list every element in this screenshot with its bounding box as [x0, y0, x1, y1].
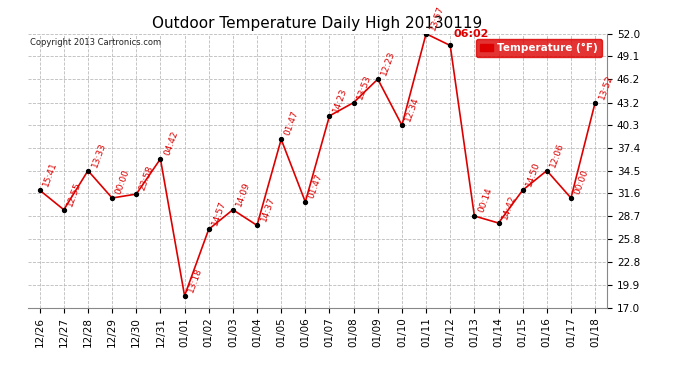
Text: 14:37: 14:37: [259, 196, 276, 223]
Point: [324, 113, 335, 119]
Text: 14:57: 14:57: [210, 200, 228, 227]
Point: [493, 220, 504, 226]
Text: 23:58: 23:58: [138, 165, 155, 192]
Point: [58, 207, 69, 213]
Point: [130, 191, 142, 197]
Text: 12:06: 12:06: [549, 141, 566, 168]
Text: 12:23: 12:23: [380, 50, 397, 77]
Text: 13:33: 13:33: [90, 141, 107, 168]
Text: 12:55: 12:55: [66, 180, 83, 207]
Point: [565, 195, 576, 201]
Point: [155, 156, 166, 162]
Text: Copyright 2013 Cartronics.com: Copyright 2013 Cartronics.com: [30, 38, 161, 47]
Text: 04:42: 04:42: [162, 129, 179, 156]
Text: 00:00: 00:00: [573, 168, 590, 196]
Point: [444, 42, 455, 48]
Point: [541, 168, 552, 174]
Point: [228, 207, 239, 213]
Text: 13:18: 13:18: [186, 266, 204, 293]
Text: 01:47: 01:47: [307, 172, 324, 200]
Point: [373, 76, 384, 82]
Point: [589, 100, 600, 106]
Text: 12:34: 12:34: [404, 96, 421, 123]
Point: [276, 136, 287, 142]
Text: 14:23: 14:23: [331, 86, 348, 114]
Text: 00:00: 00:00: [114, 168, 131, 196]
Text: 14:50: 14:50: [524, 160, 542, 188]
Text: 06:02: 06:02: [454, 29, 489, 39]
Point: [203, 226, 214, 232]
Text: 14:09: 14:09: [235, 180, 252, 207]
Point: [420, 31, 432, 37]
Point: [348, 100, 359, 106]
Title: Outdoor Temperature Daily High 20130119: Outdoor Temperature Daily High 20130119: [152, 16, 482, 31]
Text: 13:57: 13:57: [428, 4, 445, 32]
Text: 13:52: 13:52: [597, 73, 614, 100]
Point: [469, 213, 480, 219]
Text: 15:41: 15:41: [41, 160, 59, 188]
Point: [518, 187, 529, 193]
Text: 14:42: 14:42: [500, 194, 518, 220]
Point: [34, 187, 46, 193]
Text: 13:53: 13:53: [355, 73, 373, 100]
Text: 01:47: 01:47: [283, 110, 300, 137]
Point: [106, 195, 117, 201]
Point: [299, 199, 310, 205]
Point: [251, 222, 262, 228]
Text: 00:14: 00:14: [476, 186, 493, 214]
Point: [396, 122, 407, 128]
Point: [179, 293, 190, 299]
Point: [83, 168, 94, 174]
Legend: Temperature (°F): Temperature (°F): [476, 39, 602, 57]
